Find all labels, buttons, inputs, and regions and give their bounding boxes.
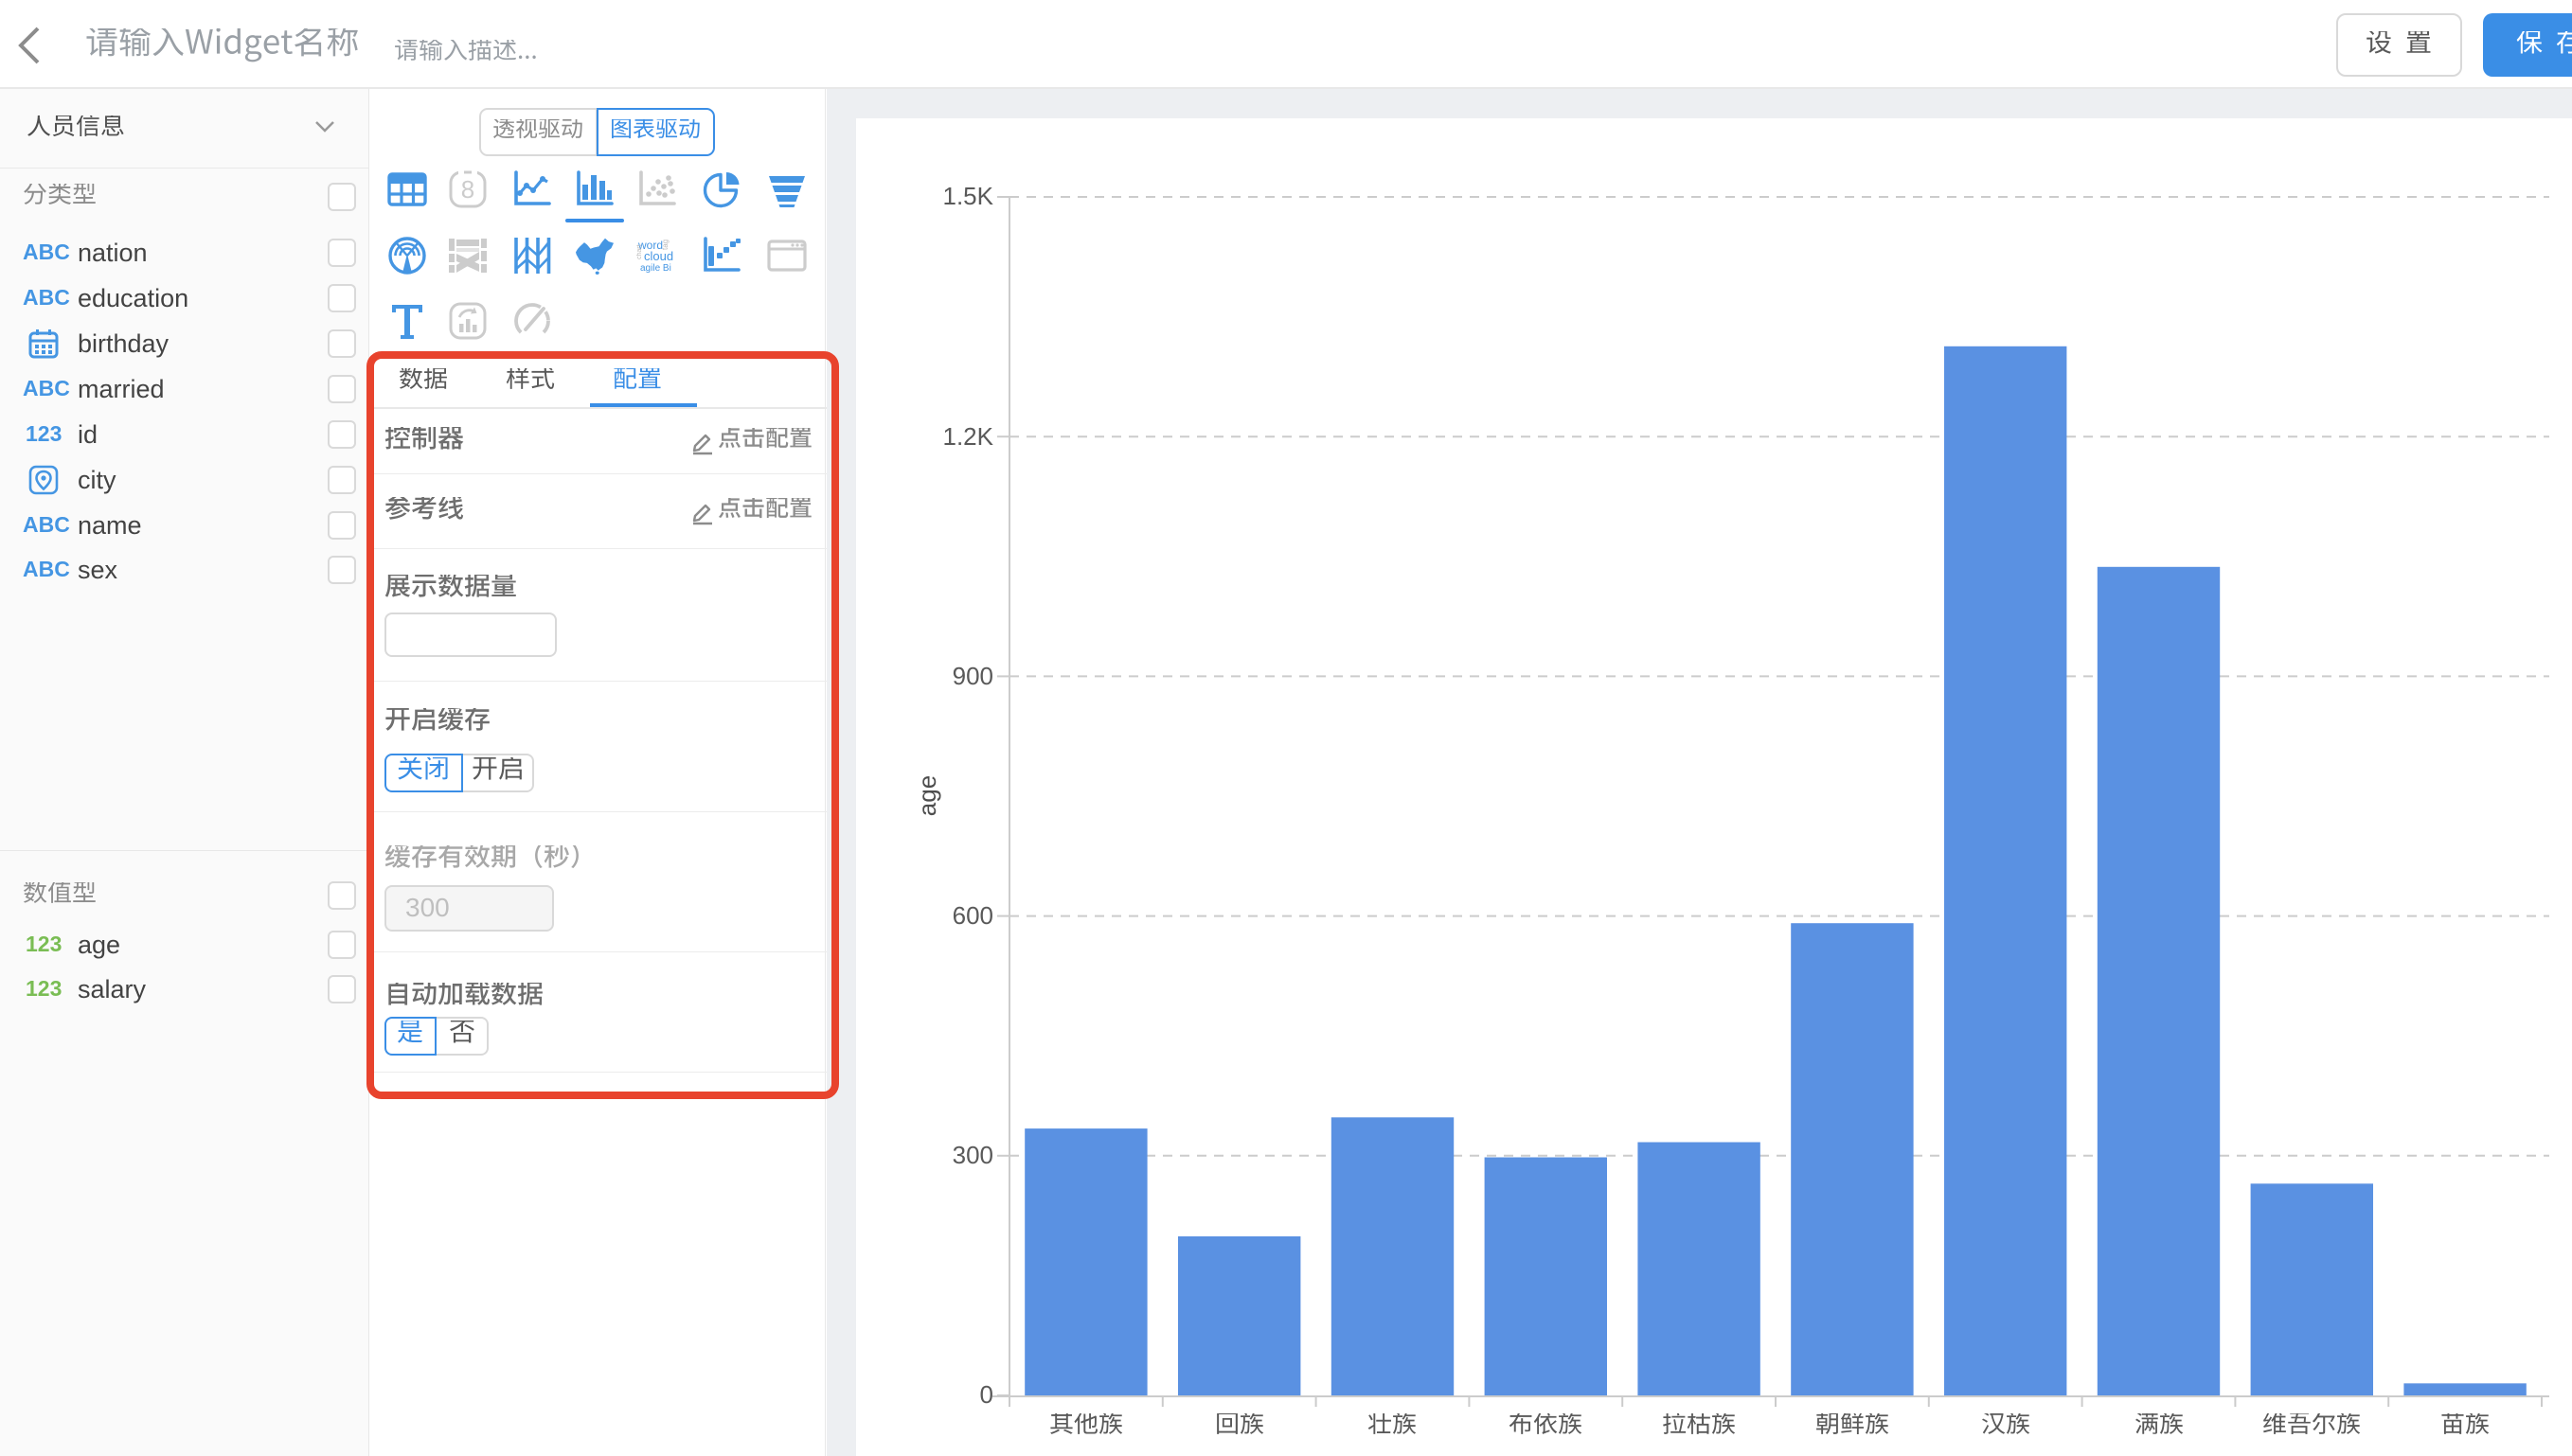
svg-text:chart: chart (636, 244, 643, 259)
svg-text:word: word (637, 239, 663, 252)
svg-text:cloud: cloud (644, 249, 673, 263)
svg-text:agile Bi: agile Bi (640, 263, 671, 274)
svg-text:8: 8 (461, 175, 474, 204)
svg-text:tag: tag (661, 240, 670, 250)
